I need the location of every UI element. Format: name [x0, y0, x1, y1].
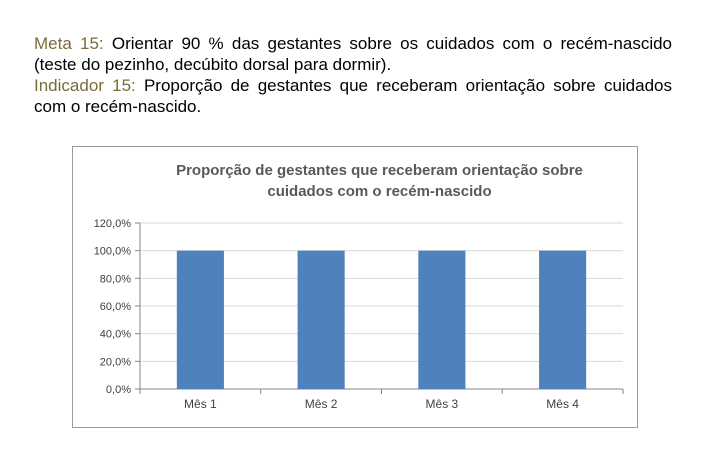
- y-tick-label: 60,0%: [100, 301, 131, 313]
- indicador-text: Proporção de gestantes que receberam ori…: [34, 76, 672, 116]
- bar: [176, 250, 224, 389]
- y-tick-label: 120,0%: [94, 218, 132, 230]
- bar: [539, 250, 587, 389]
- meta-label: Meta 15:: [34, 34, 104, 53]
- indicador-paragraph: Indicador 15: Proporção de gestantes que…: [34, 75, 672, 117]
- indicador-label: Indicador 15:: [34, 76, 136, 95]
- chart-frame: Proporção de gestantes que receberam ori…: [72, 146, 638, 428]
- bar-chart: Proporção de gestantes que receberam ori…: [94, 162, 624, 411]
- chart-title-line: Proporção de gestantes que receberam ori…: [176, 162, 583, 179]
- x-tick-label: Mês 1: [184, 397, 217, 411]
- y-tick-label: 40,0%: [100, 329, 131, 341]
- bar: [297, 250, 345, 389]
- chart-title-line: cuidados com o recém-nascido: [267, 183, 491, 200]
- meta-text: Orientar 90 % das gestantes sobre os cui…: [34, 34, 673, 74]
- intro-text: Meta 15: Orientar 90 % das gestantes sob…: [34, 33, 672, 117]
- x-tick-label: Mês 2: [305, 397, 338, 411]
- y-tick-label: 80,0%: [100, 273, 131, 285]
- y-tick-label: 0,0%: [106, 384, 131, 396]
- y-tick-label: 100,0%: [94, 246, 132, 258]
- x-tick-label: Mês 3: [426, 397, 459, 411]
- bar: [418, 250, 466, 389]
- x-tick-label: Mês 4: [546, 397, 579, 411]
- y-tick-label: 20,0%: [100, 356, 131, 368]
- meta-paragraph: Meta 15: Orientar 90 % das gestantes sob…: [34, 33, 672, 75]
